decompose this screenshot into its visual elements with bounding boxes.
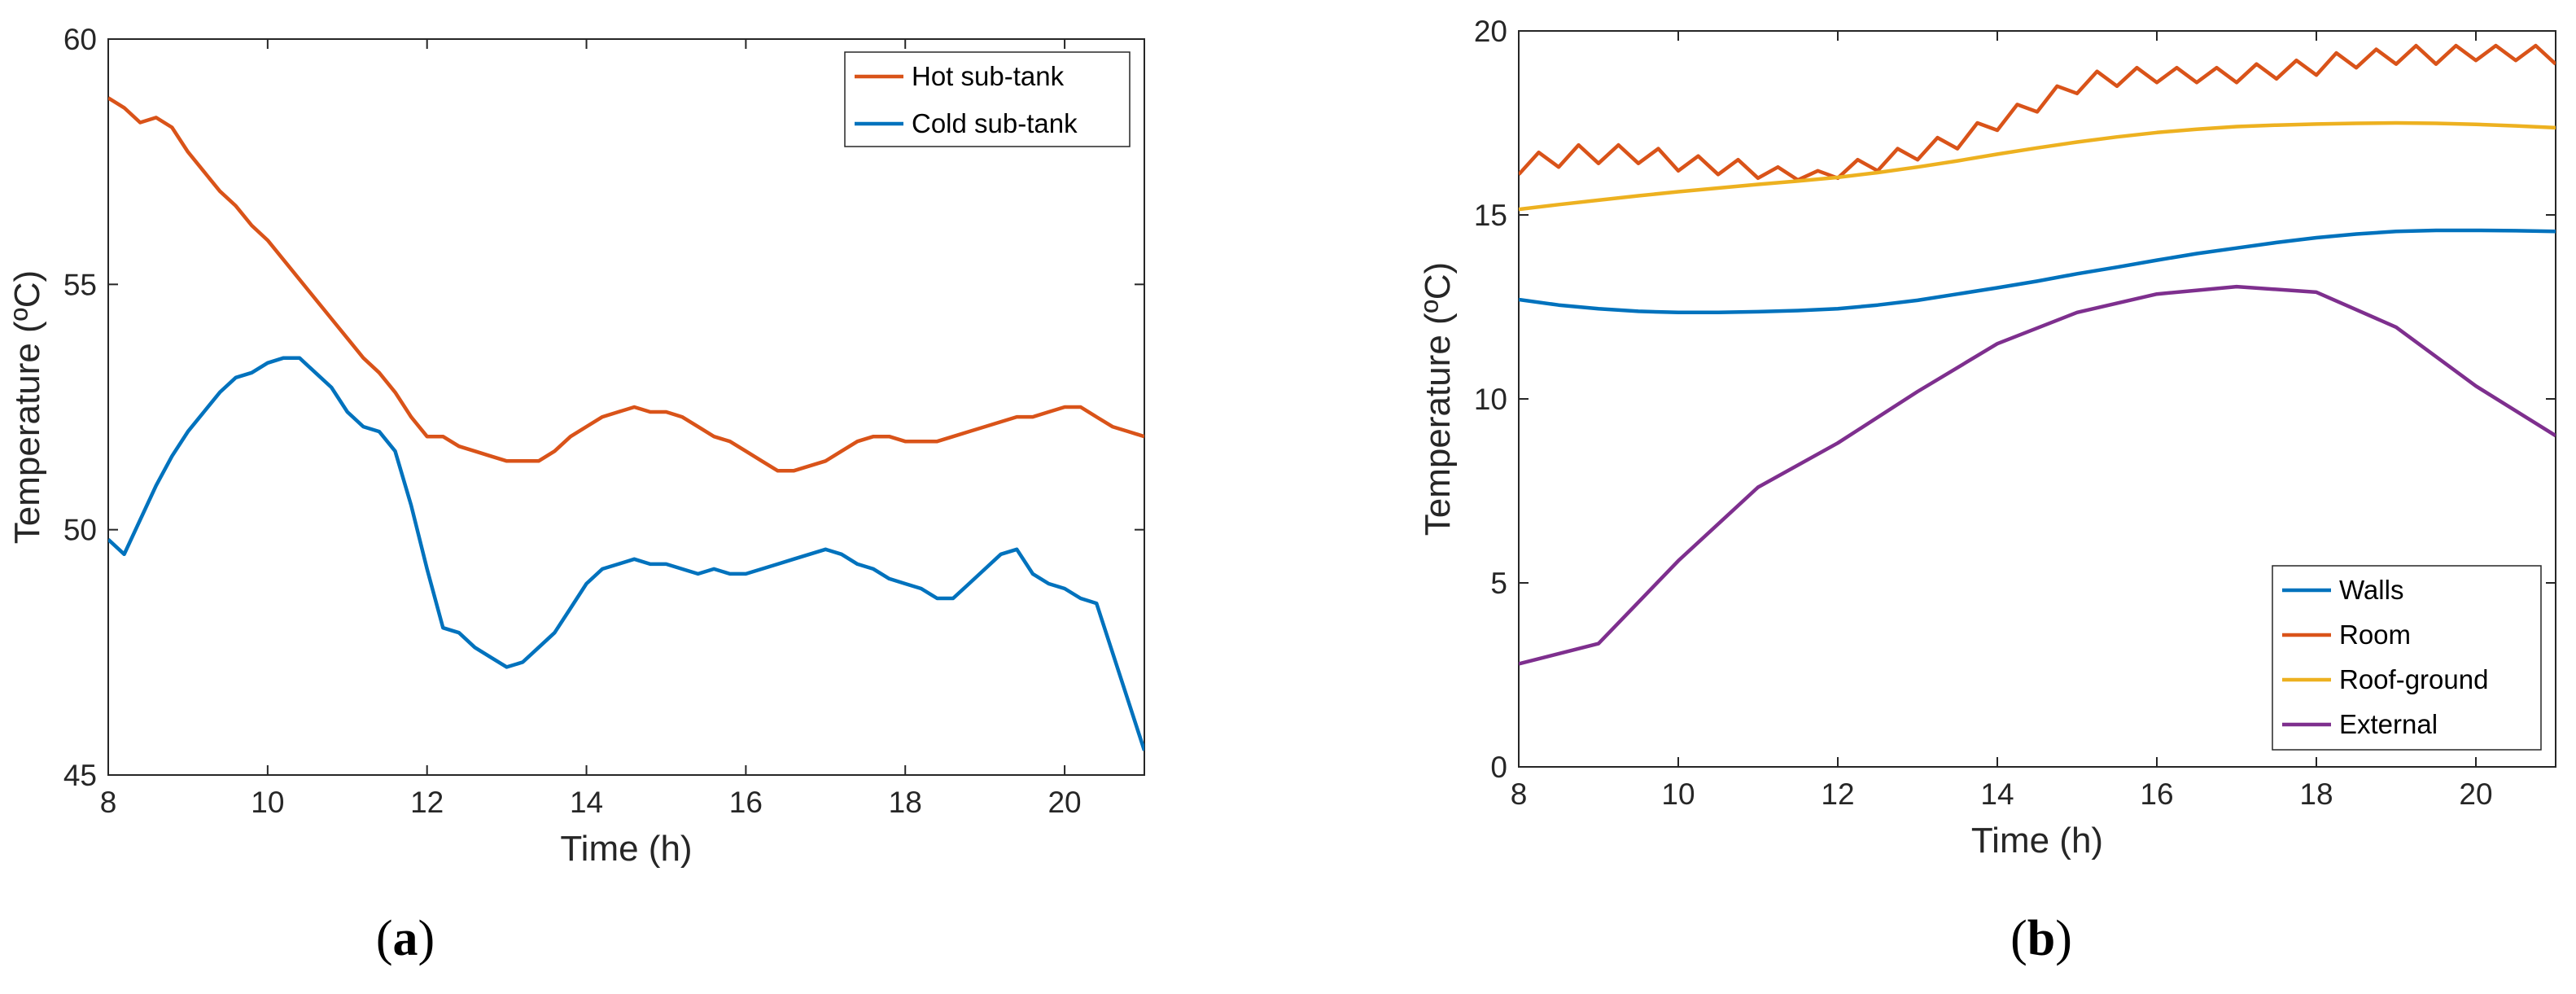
y-tick-label: 15 bbox=[1474, 199, 1507, 232]
caption-b: (b) bbox=[2010, 911, 2072, 966]
y-tick-label: 10 bbox=[1474, 383, 1507, 416]
caption-a: (a) bbox=[376, 911, 435, 966]
x-tick-label: 12 bbox=[410, 786, 444, 819]
series-line-cold-sub-tank bbox=[108, 356, 1144, 751]
legend-a: Hot sub-tank Cold sub-tank bbox=[844, 51, 1131, 147]
x-axis-label: Time (h) bbox=[1971, 821, 2103, 860]
y-tick-label: 55 bbox=[63, 268, 97, 301]
series-line-hot-sub-tank bbox=[108, 96, 1144, 473]
y-axis-label: Temperature (ºC) bbox=[1418, 262, 1458, 536]
x-tick-label: 16 bbox=[729, 786, 763, 819]
x-tick-label: 14 bbox=[1980, 777, 2014, 811]
legend-label: Room bbox=[2339, 620, 2411, 650]
legend-label: Cold sub-tank bbox=[912, 108, 1078, 138]
legend-b: Walls Room Roof-ground External bbox=[2272, 565, 2542, 751]
legend-label: External bbox=[2339, 709, 2438, 739]
series-line-roof-ground bbox=[1519, 120, 2556, 212]
x-tick-label: 18 bbox=[889, 786, 922, 819]
y-tick-label: 60 bbox=[63, 23, 97, 56]
chart-panel-b: 8 10 12 14 16 18 20 0 5 10 15 20 Time (h) Temperature… bbox=[1418, 15, 2556, 860]
y-tick-label: 20 bbox=[1474, 15, 1507, 48]
legend-label: Walls bbox=[2339, 575, 2403, 605]
legend-label: Roof-ground bbox=[2339, 664, 2488, 694]
caption-a-letter: a bbox=[393, 911, 418, 966]
x-tick-label: 20 bbox=[1047, 786, 1081, 819]
y-tick-label: 50 bbox=[63, 514, 97, 547]
legend-box bbox=[2272, 565, 2542, 751]
x-tick-label: 12 bbox=[1821, 777, 1854, 811]
series-line-external bbox=[1519, 284, 2556, 666]
y-axis-label: Temperature (ºC) bbox=[7, 270, 47, 544]
x-tick-label: 10 bbox=[251, 786, 284, 819]
x-axis-label: Time (h) bbox=[560, 829, 692, 869]
x-tick-label: 16 bbox=[2140, 777, 2173, 811]
legend-label: Hot sub-tank bbox=[912, 61, 1065, 91]
x-tick-label: 10 bbox=[1661, 777, 1695, 811]
series-line-room bbox=[1519, 43, 2556, 182]
caption-b-letter: b bbox=[2027, 911, 2055, 966]
x-tick-label: 14 bbox=[570, 786, 603, 819]
x-tick-label: 8 bbox=[100, 786, 117, 819]
x-tick-label: 8 bbox=[1511, 777, 1528, 811]
series-line-walls bbox=[1519, 228, 2556, 315]
chart-panel-a: 8 10 12 14 16 18 20 45 50 55 60 Time (h) Temperature… bbox=[7, 23, 1145, 869]
x-tick-label: 18 bbox=[2299, 777, 2333, 811]
x-tick-label: 20 bbox=[2459, 777, 2492, 811]
legend-box bbox=[844, 51, 1131, 147]
plot-area-a bbox=[107, 38, 1145, 776]
y-tick-label: 45 bbox=[63, 759, 97, 792]
y-tick-label: 5 bbox=[1490, 567, 1507, 600]
y-tick-label: 0 bbox=[1490, 751, 1507, 784]
